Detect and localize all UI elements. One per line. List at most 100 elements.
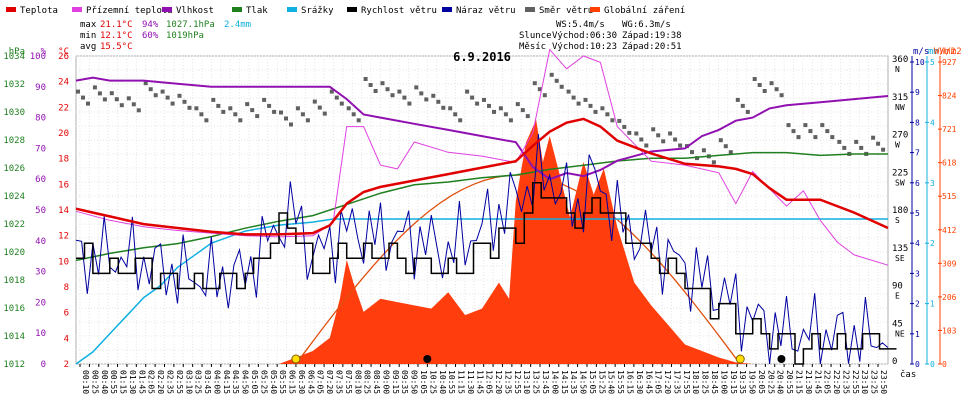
legend-label-0: Teplota [20,6,58,16]
x-tick-label-24: 06:45 [306,370,315,394]
wind-dir-point [779,93,784,98]
dir-tick-name-7: NE [895,329,905,338]
wind-dir-point [588,103,593,108]
wind-dir-point [465,89,470,94]
legend-swatch-1 [72,7,82,12]
x-tick-label-3: 00:55 [109,370,118,394]
wind-gust-info: WG:6.3m/s [622,20,671,30]
x-tick-label-34: 09:35 [400,370,409,394]
x-tick-label-41: 11:30 [466,370,475,394]
moonset-marker [777,355,786,363]
ms-tick-8: 2 [915,300,920,309]
wind-dir-point [542,93,547,98]
hpa-tick-2: 1030 [3,108,25,118]
wind-dir-point [492,109,496,114]
hpa-tick-8: 1018 [3,276,25,286]
c-tick-12: 2 [64,360,69,370]
x-tick-label-66: 18:25 [701,370,710,394]
wind-dir-point [250,108,255,113]
c-tick-2: 22 [58,103,69,113]
ms-tick-9: 1 [915,330,920,339]
x-tick-label-15: 04:15 [222,370,231,394]
wind-dir-point [757,83,762,87]
wind-dir-point [881,147,886,152]
hpa-tick-10: 1014 [3,332,25,342]
hpa-axis-label: hPa [9,47,25,57]
pct-tick-0: 100 [30,52,46,62]
hpa-tick-1: 1032 [3,80,25,90]
c-tick-3: 20 [58,129,69,139]
wind-dir-point [182,99,187,104]
wind-dir-point [554,78,559,83]
sun-set: Západ:19:38 [622,31,682,41]
x-tick-label-29: 08:10 [353,370,362,394]
wind-dir-point [380,81,385,86]
wind-dir-point [808,129,813,134]
wind-dir-point [593,109,598,114]
wind-speed-info: WS:5.4m/s [556,20,605,30]
wind-dir-point [690,150,694,155]
wind-dir-point [701,148,706,153]
x-tick-label-48: 13:25 [532,370,541,394]
wind-dir-point [279,110,283,115]
wind-dir-point [448,106,453,111]
wind-dir-point [170,101,175,106]
legend-swatch-5 [347,7,357,12]
c-tick-8: 10 [58,257,69,267]
legend-swatch-0 [6,7,16,12]
wind-dir-point [859,145,864,150]
stat-max-label: max [80,20,97,30]
stat-avg-label: avg [80,42,96,52]
x-tick-label-28: 07:55 [344,370,353,394]
wm2-axis-label: W/m2 [934,47,956,57]
wm2-axis-label: W/m2 [940,47,962,57]
c-tick-7: 12 [58,232,69,242]
x-tick-label-77: 21:30 [804,370,813,394]
x-tick-label-50: 14:00 [550,370,559,394]
wind-dir-point [774,87,779,92]
dir-tick-name-4: S [895,216,900,225]
wind-dir-point [102,97,107,102]
wind-dir-point [525,114,530,119]
pct-tick-10: 0 [41,360,46,370]
x-tick-label-4: 01:15 [119,370,128,394]
dir-tick-name-0: N [895,65,900,74]
stat-max-temp: 21.1°C [100,20,133,30]
wind-dir-point [735,97,740,102]
pct-tick-1: 90 [35,83,46,93]
pct-tick-4: 60 [35,175,46,185]
x-tick-label-79: 22:05 [823,370,832,394]
wind-dir-point [329,89,334,94]
wind-dir-point [97,91,102,96]
wind-dir-point [312,99,317,104]
wind-dir-point [668,131,673,136]
hpa-tick-0: 1034 [3,52,25,62]
wind-dir-point [842,145,847,150]
c-tick-11: 4 [64,334,69,344]
pct-tick-3: 70 [35,144,46,154]
stat-min-press: 1019hPa [166,31,204,41]
x-tick-label-27: 07:35 [334,370,343,394]
x-tick-label-81: 22:35 [841,370,850,394]
wind-dir-point [390,93,395,98]
c-tick-1: 24 [58,78,69,88]
sunrise-marker [291,354,301,364]
wind-dir-point [165,95,170,100]
stat-max-rain: 2.4mm [224,20,251,30]
wm2-tick-1: 824 [942,92,957,101]
wind-dir-point [711,160,716,165]
wind-dir-point [295,106,300,111]
wind-dir-point [871,135,876,140]
x-tick-label-49: 13:45 [541,370,550,394]
x-tick-label-12: 03:25 [194,370,203,394]
wind-dir-point [339,101,344,106]
x-tick-label-1: 00:25 [90,370,99,394]
wind-dir-point [300,112,305,117]
wind-dir-point [356,118,361,123]
hpa-tick-7: 1020 [3,248,25,258]
wind-dir-point [622,124,627,129]
x-tick-label-57: 15:55 [616,370,625,394]
wind-dir-point [322,111,327,116]
hpa-tick-9: 1016 [3,304,25,314]
